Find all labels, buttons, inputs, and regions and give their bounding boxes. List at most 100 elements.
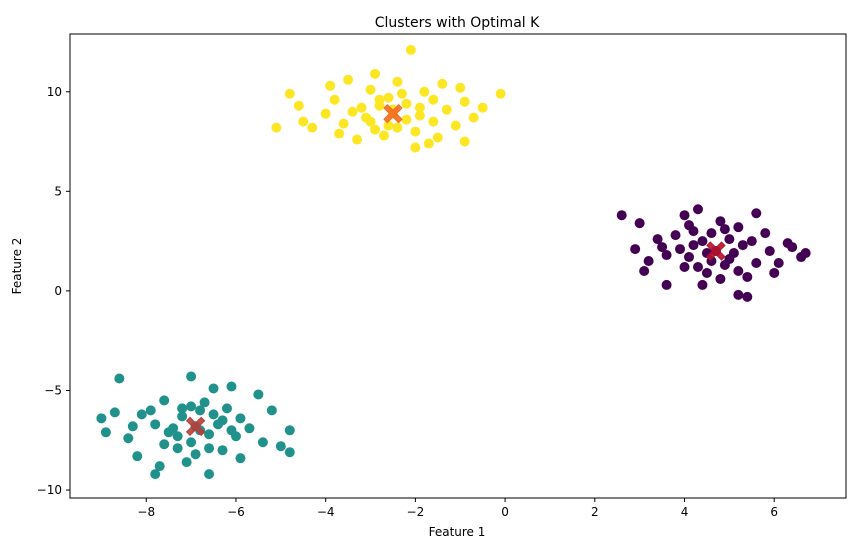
data-point	[199, 397, 210, 408]
data-point	[679, 262, 690, 272]
data-point	[284, 447, 295, 458]
x-tick-label: −6	[227, 505, 245, 519]
data-point	[159, 439, 170, 450]
data-point	[719, 260, 730, 270]
y-tick-label: −5	[44, 383, 62, 397]
data-point	[186, 371, 197, 382]
data-point	[724, 234, 735, 245]
data-point	[383, 92, 394, 103]
data-point	[325, 80, 336, 91]
data-point	[378, 130, 389, 141]
data-point	[432, 132, 443, 143]
data-point	[370, 124, 381, 135]
data-point	[715, 273, 726, 284]
data-point	[697, 236, 708, 247]
data-point	[195, 405, 206, 416]
data-point	[235, 413, 246, 424]
data-point	[419, 86, 430, 97]
data-point	[383, 120, 394, 131]
data-point	[271, 122, 282, 133]
data-point	[356, 102, 367, 113]
data-point	[347, 106, 358, 117]
data-point	[751, 208, 762, 219]
data-point	[455, 82, 466, 93]
x-tick-label: −2	[407, 505, 425, 519]
data-point	[643, 256, 654, 267]
data-point	[706, 228, 717, 239]
data-point	[284, 88, 295, 99]
data-point	[410, 142, 421, 153]
data-point	[688, 240, 699, 251]
data-point	[692, 204, 703, 215]
data-point	[217, 445, 228, 456]
data-point	[208, 409, 219, 420]
centroid-marker	[706, 241, 726, 261]
data-point	[365, 84, 376, 95]
data-point	[221, 403, 232, 414]
data-point	[773, 258, 784, 269]
data-point	[204, 429, 215, 440]
data-point	[329, 94, 340, 105]
data-point	[320, 108, 331, 119]
data-point	[132, 451, 143, 462]
data-point	[742, 291, 753, 302]
data-point	[213, 419, 224, 430]
data-point	[423, 138, 434, 149]
centroids-layer	[185, 103, 726, 437]
y-tick-label: 0	[54, 284, 62, 298]
data-point	[728, 248, 739, 259]
data-point	[275, 441, 286, 452]
centroid-marker	[383, 103, 403, 124]
data-point	[150, 469, 161, 480]
data-point	[257, 437, 268, 448]
data-point	[441, 104, 452, 115]
centroid-marker	[185, 416, 206, 437]
data-point	[733, 289, 744, 300]
data-point	[186, 437, 197, 448]
data-point	[468, 112, 479, 123]
data-point	[204, 469, 215, 480]
data-point	[365, 116, 376, 127]
data-point	[751, 258, 762, 269]
data-point	[787, 242, 798, 253]
data-point	[235, 453, 246, 464]
data-point	[634, 218, 645, 229]
plot-frame	[69, 33, 847, 499]
y-axis-ticks: −10 −5 0 5 10	[37, 85, 70, 497]
data-point	[343, 74, 354, 85]
data-point	[177, 403, 188, 414]
data-point	[428, 116, 439, 127]
data-point	[737, 240, 748, 251]
y-axis-label: Feature 2	[10, 238, 24, 295]
data-point	[675, 244, 686, 255]
data-point	[630, 244, 641, 255]
x-tick-label: −8	[137, 505, 155, 519]
y-tick-label: 5	[54, 184, 62, 198]
data-point	[414, 102, 425, 113]
data-point	[764, 246, 775, 257]
x-axis-label: Feature 1	[429, 525, 486, 539]
data-point	[352, 134, 363, 145]
data-point	[401, 98, 412, 109]
data-point	[190, 449, 201, 460]
data-point	[428, 94, 439, 105]
data-point	[401, 114, 412, 125]
data-point	[226, 425, 237, 436]
y-tick-label: −10	[37, 483, 62, 497]
data-point	[800, 248, 811, 259]
data-point	[168, 423, 179, 434]
data-point	[719, 224, 730, 235]
data-point	[172, 443, 183, 454]
data-point	[145, 405, 156, 416]
data-point	[100, 427, 111, 438]
data-point	[392, 76, 403, 87]
data-point	[253, 389, 264, 400]
data-point	[226, 381, 237, 392]
data-point	[459, 96, 470, 107]
data-point	[661, 250, 672, 261]
data-point	[450, 120, 461, 131]
data-point	[769, 267, 780, 278]
data-point	[652, 234, 663, 245]
data-point	[159, 395, 170, 406]
data-point	[437, 78, 448, 89]
